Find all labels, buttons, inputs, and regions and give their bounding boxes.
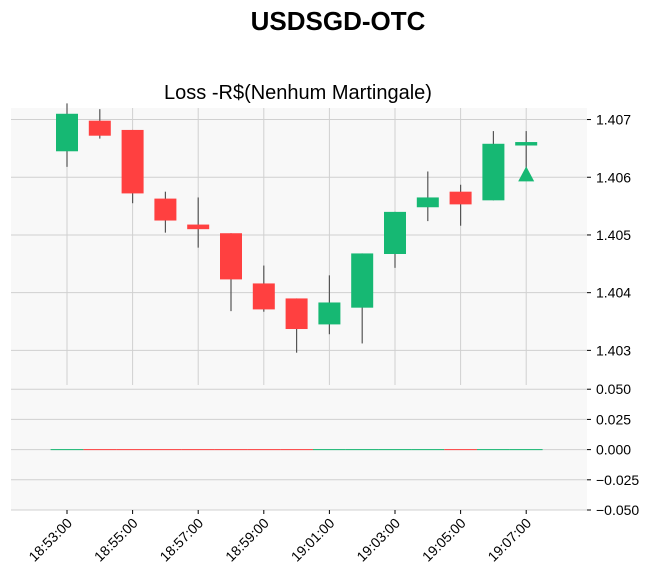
volume-bar <box>509 449 543 451</box>
buy-marker-triangle <box>518 166 535 182</box>
price-tick-label: 1.404 <box>596 285 631 301</box>
candle-body <box>318 302 341 325</box>
candle-body <box>88 120 111 136</box>
candle-body <box>482 143 505 201</box>
x-axis: 18:53:00 18:55:00 18:57:00 18:59:00 19:01:00… <box>25 510 534 565</box>
volume-bar <box>83 449 117 451</box>
volume-bar <box>181 449 215 451</box>
volume-bar <box>313 449 346 451</box>
candle-body <box>515 142 538 146</box>
price-panel: 1.403 1.404 1.405 1.406 1.407 <box>11 103 631 510</box>
volume-panel-background <box>11 385 587 510</box>
price-tick-label: 1.406 <box>596 169 631 185</box>
x-tick-label: 18:59:00 <box>222 515 272 565</box>
x-tick-label: 19:07:00 <box>484 515 534 565</box>
candle-body <box>187 224 210 230</box>
volume-tick-label: 0.050 <box>596 381 631 397</box>
volume-bar <box>247 449 281 451</box>
volume-bar <box>149 449 182 451</box>
candle-body <box>56 113 78 152</box>
candle-body <box>121 129 144 194</box>
volume-panel: −0.050 −0.025 0.000 0.025 0.050 <box>11 381 639 518</box>
volume-bar <box>50 449 84 451</box>
volume-tick-label: 0.025 <box>596 411 631 427</box>
candle-body <box>252 283 275 310</box>
chart-title: USDSGD-OTC <box>251 6 426 36</box>
candle-body <box>416 197 439 208</box>
x-tick-label: 18:53:00 <box>25 515 75 565</box>
price-tick-label: 1.403 <box>596 342 631 358</box>
x-tick-label: 19:05:00 <box>419 515 469 565</box>
volume-bar <box>444 449 477 451</box>
volume-tick-label: 0.000 <box>596 442 631 458</box>
price-tick-label: 1.407 <box>596 112 631 128</box>
candle-body <box>220 233 242 280</box>
volume-bar <box>378 449 412 451</box>
x-tick-label: 19:03:00 <box>353 515 403 565</box>
candle-body <box>384 211 406 255</box>
candle-body <box>449 191 472 205</box>
price-tick-label: 1.405 <box>596 227 631 243</box>
candle-body <box>154 198 177 221</box>
volume-bar <box>116 449 149 451</box>
volume-bar <box>214 449 248 451</box>
volume-tick-label: −0.050 <box>596 502 639 518</box>
x-tick-label: 18:55:00 <box>91 515 141 565</box>
candle-body <box>285 298 308 330</box>
x-tick-label: 19:01:00 <box>288 515 338 565</box>
x-tick-label: 18:57:00 <box>156 515 206 565</box>
volume-bar <box>477 449 510 451</box>
volume-bar <box>280 449 313 451</box>
volume-tick-label: −0.025 <box>596 472 639 488</box>
chart-subtitle: Loss -R$(Nenhum Martingale) <box>164 82 432 104</box>
volume-bar <box>411 449 445 451</box>
candle-body <box>351 253 374 308</box>
volume-bar <box>345 449 379 451</box>
